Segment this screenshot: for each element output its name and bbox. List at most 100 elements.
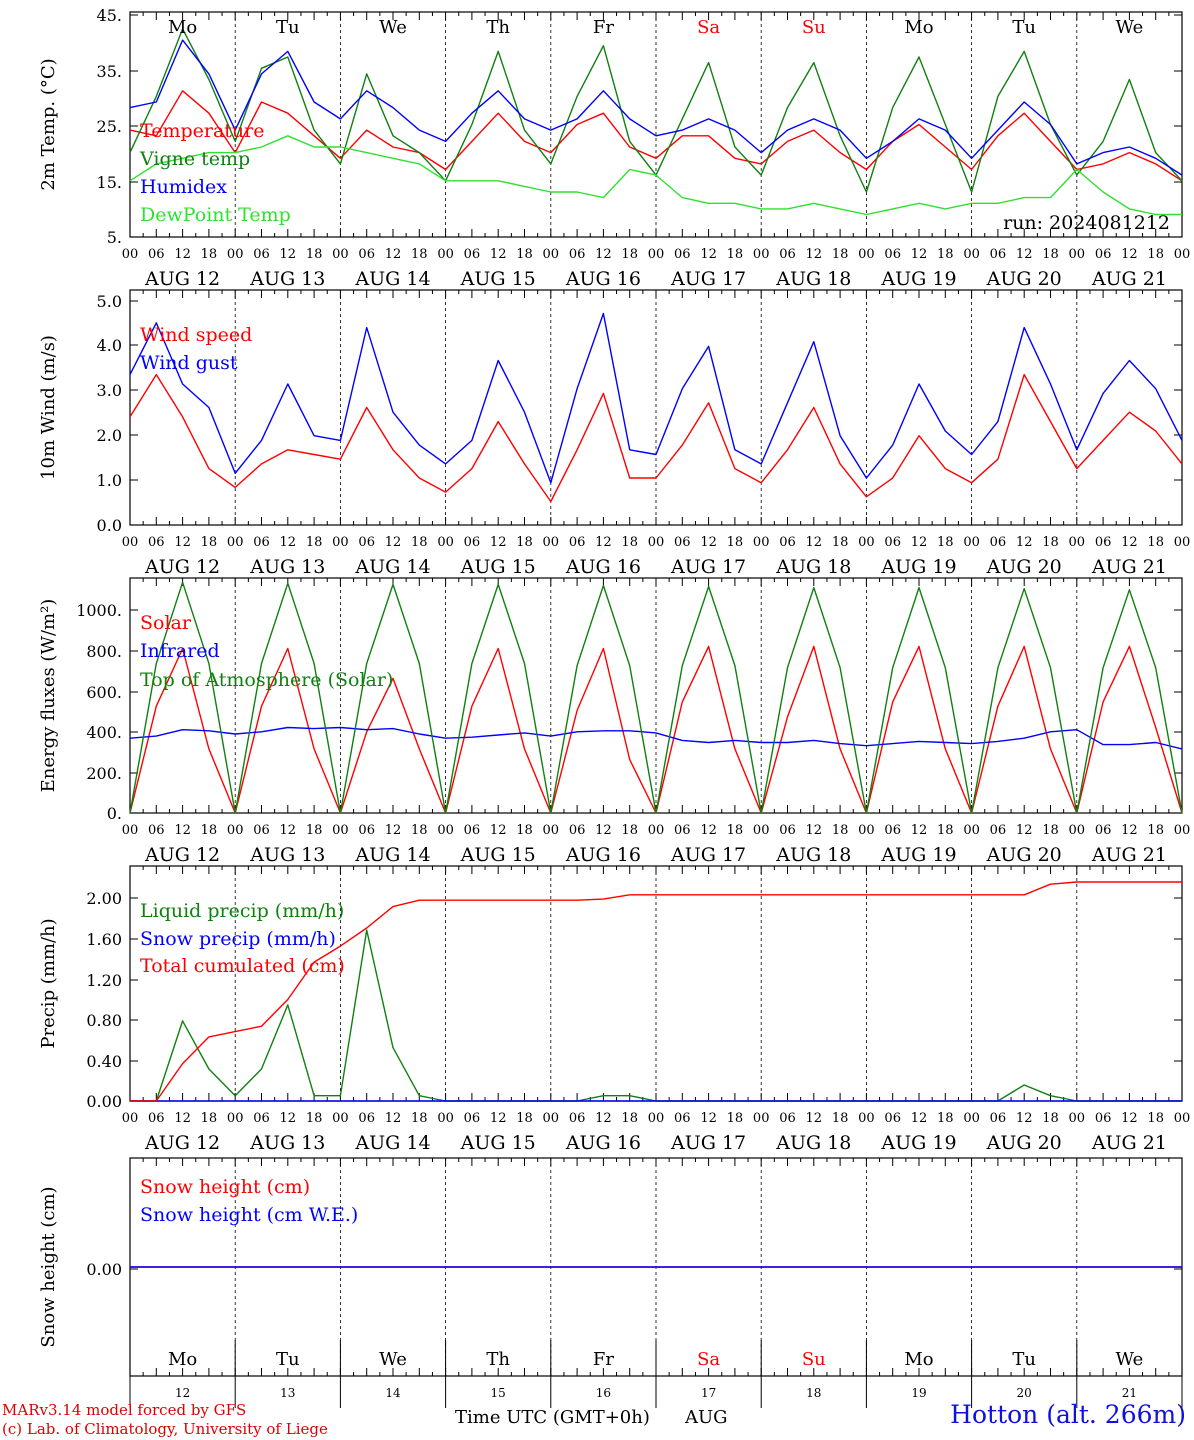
weekday-label: Mo <box>168 1349 197 1370</box>
weekday-label: Tu <box>276 1349 300 1370</box>
date-label: AUG 17 <box>670 844 746 866</box>
date-label: AUG 16 <box>565 844 641 866</box>
legend-entry: Vigne temp <box>139 148 250 170</box>
hour-tick-label: 18 <box>411 535 428 550</box>
y-tick-label: 2.00 <box>86 889 122 908</box>
legend-entry: Liquid precip (mm/h) <box>140 900 344 922</box>
date-label: AUG 12 <box>144 268 220 290</box>
legend-entry: Humidex <box>140 176 227 198</box>
hour-tick-label: 00 <box>858 535 875 550</box>
hour-tick-label: 12 <box>595 1111 612 1126</box>
hour-tick-label: 18 <box>832 535 849 550</box>
day-number-label: 17 <box>701 1386 716 1400</box>
hour-tick-label: 06 <box>990 1111 1007 1126</box>
date-label: AUG 12 <box>144 844 220 866</box>
hour-tick-label: 12 <box>1121 535 1138 550</box>
date-label: AUG 19 <box>880 1132 956 1154</box>
y-axis-label: Snow height (cm) <box>38 1186 59 1347</box>
hour-tick-label: 06 <box>253 823 270 838</box>
legend-entry: DewPoint Temp <box>140 204 291 226</box>
hour-tick-label: 12 <box>490 535 507 550</box>
hour-tick-label: 00 <box>122 535 139 550</box>
hour-tick-label: 18 <box>516 535 533 550</box>
hour-tick-label: 12 <box>911 823 928 838</box>
hour-tick-label: 00 <box>858 247 875 262</box>
date-label: AUG 20 <box>986 556 1062 578</box>
weekday-label: Mo <box>168 17 197 38</box>
y-tick-label: 1.60 <box>86 930 122 949</box>
hour-tick-label: 00 <box>648 247 665 262</box>
hour-tick-label: 06 <box>569 823 586 838</box>
date-label: AUG 19 <box>880 556 956 578</box>
legend-entry: Snow precip (mm/h) <box>140 928 336 950</box>
hour-tick-label: 12 <box>1016 535 1033 550</box>
hour-tick-label: 00 <box>858 823 875 838</box>
hour-tick-label: 18 <box>1042 535 1059 550</box>
date-label: AUG 16 <box>565 268 641 290</box>
hour-tick-label: 06 <box>674 247 691 262</box>
hour-tick-label: 12 <box>911 535 928 550</box>
date-label: AUG 19 <box>880 844 956 866</box>
y-tick-label: 1.0 <box>97 471 122 490</box>
hour-tick-label: 06 <box>884 1111 901 1126</box>
date-label: AUG 13 <box>249 844 325 866</box>
date-label: AUG 13 <box>249 1132 325 1154</box>
hour-tick-label: 12 <box>174 247 191 262</box>
hour-tick-label: 12 <box>911 1111 928 1126</box>
hour-tick-label: 00 <box>648 823 665 838</box>
hour-tick-label: 18 <box>516 823 533 838</box>
day-number-label: 21 <box>1122 1386 1137 1400</box>
weekday-label: Tu <box>1012 1349 1036 1370</box>
hour-tick-label: 00 <box>1174 823 1191 838</box>
day-number-label: 14 <box>385 1386 401 1400</box>
hour-tick-label: 00 <box>437 535 454 550</box>
hour-tick-label: 12 <box>1121 823 1138 838</box>
hour-tick-label: 00 <box>122 823 139 838</box>
hour-tick-label: 18 <box>832 247 849 262</box>
hour-tick-label: 18 <box>621 823 638 838</box>
hour-tick-label: 06 <box>1095 247 1112 262</box>
weekday-label: We <box>379 17 407 38</box>
hour-tick-label: 06 <box>569 247 586 262</box>
hour-tick-label: 12 <box>806 1111 823 1126</box>
weekday-label: We <box>1116 1349 1144 1370</box>
y-axis-label: 10m Wind (m/s) <box>38 335 59 480</box>
date-label: AUG 13 <box>249 268 325 290</box>
hour-tick-label: 06 <box>884 535 901 550</box>
date-label: AUG 15 <box>460 844 536 866</box>
hour-tick-label: 12 <box>911 247 928 262</box>
hour-tick-label: 00 <box>753 823 770 838</box>
date-label: AUG 21 <box>1091 556 1167 578</box>
hour-tick-label: 18 <box>306 247 323 262</box>
hour-tick-label: 18 <box>411 1111 428 1126</box>
hour-tick-label: 06 <box>464 535 481 550</box>
hour-tick-label: 18 <box>201 823 218 838</box>
hour-tick-label: 06 <box>569 535 586 550</box>
hour-tick-label: 12 <box>174 823 191 838</box>
hour-tick-label: 12 <box>174 1111 191 1126</box>
hour-tick-label: 06 <box>990 247 1007 262</box>
hour-tick-label: 18 <box>727 535 744 550</box>
station-label: Hotton (alt. 266m) <box>950 1400 1186 1429</box>
hour-tick-label: 18 <box>621 535 638 550</box>
date-label: AUG 17 <box>670 268 746 290</box>
weekday-label: We <box>1116 17 1144 38</box>
hour-tick-label: 00 <box>753 535 770 550</box>
date-label: AUG 18 <box>775 844 851 866</box>
y-tick-label: 0.40 <box>86 1052 122 1071</box>
legend-entry: Snow height (cm) <box>140 1176 310 1198</box>
hour-tick-label: 06 <box>990 823 1007 838</box>
hour-tick-label: 18 <box>411 247 428 262</box>
weekday-label: Tu <box>276 17 300 38</box>
weekday-label: Sa <box>697 1349 720 1370</box>
y-tick-label: 25. <box>97 117 122 136</box>
series-line-dewpoint-temp <box>129 135 1182 216</box>
hour-tick-label: 00 <box>648 1111 665 1126</box>
hour-tick-label: 12 <box>806 247 823 262</box>
date-label: AUG 14 <box>354 844 430 866</box>
hour-tick-label: 00 <box>227 535 244 550</box>
hour-tick-label: 00 <box>1069 535 1086 550</box>
hour-tick-label: 06 <box>674 823 691 838</box>
date-label: AUG 17 <box>670 1132 746 1154</box>
hour-tick-label: 18 <box>306 535 323 550</box>
